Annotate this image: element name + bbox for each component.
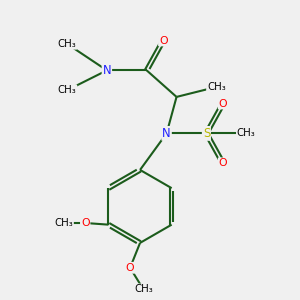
Text: O: O bbox=[81, 218, 89, 228]
Text: CH₃: CH₃ bbox=[58, 85, 76, 95]
Text: S: S bbox=[203, 127, 210, 140]
Text: CH₃: CH₃ bbox=[134, 284, 153, 294]
Text: CH₃: CH₃ bbox=[237, 128, 256, 138]
Text: N: N bbox=[103, 64, 111, 77]
Text: CH₃: CH₃ bbox=[207, 82, 226, 92]
Text: O: O bbox=[159, 35, 168, 46]
Text: N: N bbox=[162, 127, 171, 140]
Text: CH₃: CH₃ bbox=[54, 218, 73, 228]
Text: O: O bbox=[126, 263, 134, 273]
Text: CH₃: CH₃ bbox=[58, 39, 76, 49]
Text: O: O bbox=[219, 98, 227, 109]
Text: O: O bbox=[219, 158, 227, 168]
